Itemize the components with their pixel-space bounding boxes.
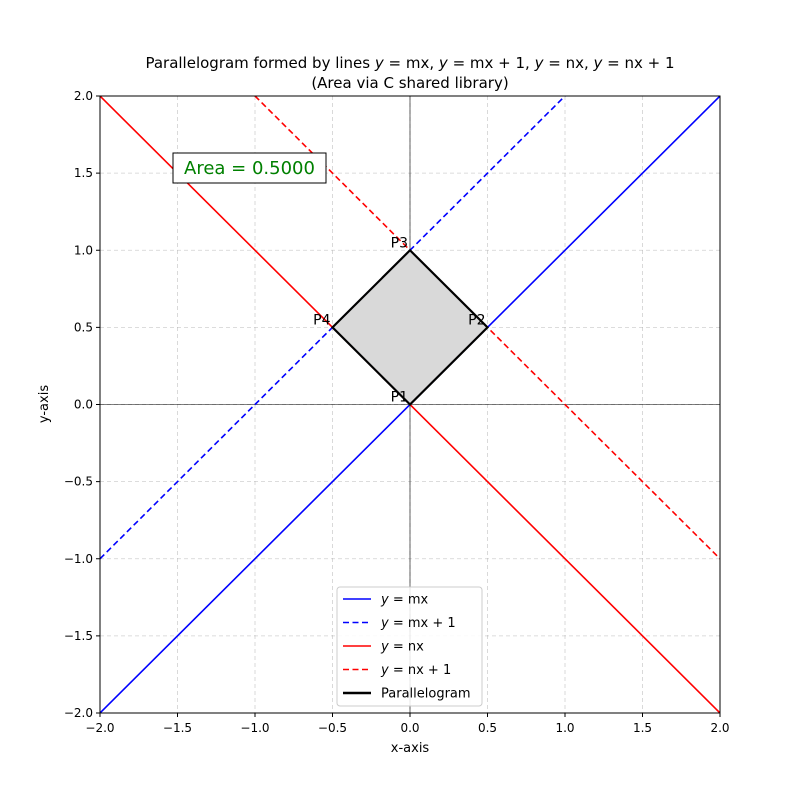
x-tick-label: −0.5: [318, 721, 347, 735]
x-tick-label: 1.5: [633, 721, 652, 735]
y-tick-label: 1.0: [74, 243, 93, 257]
y-axis-ticks: −2.0 −1.5 −1.0 −0.5 0.0 0.5 1.0 1.5 2.0: [64, 89, 100, 720]
chart-title-line-1: Parallelogram formed by lines y = mx, y …: [145, 54, 674, 72]
x-tick-label: 1.0: [555, 721, 574, 735]
x-tick-label: 2.0: [710, 721, 729, 735]
chart-title: Parallelogram formed by lines y = mx, y …: [145, 54, 674, 92]
y-tick-label: −1.5: [64, 629, 93, 643]
y-axis-label: y-axis: [37, 385, 52, 423]
y-tick-label: 0.0: [74, 398, 93, 412]
legend-label-5: Parallelogram: [381, 687, 471, 702]
vertex-label-p4: P4: [313, 312, 330, 328]
parallelogram-layer: [330, 248, 490, 407]
y-tick-label: 0.5: [74, 320, 93, 334]
x-axis-ticks: −2.0 −1.5 −1.0 −0.5 0.0 0.5 1.0 1.5 2.0: [85, 713, 730, 735]
legend-label-1: y = mx: [380, 593, 429, 608]
vertex-label-p1: P1: [391, 390, 408, 406]
x-tick-label: −2.0: [85, 721, 114, 735]
y-tick-label: −0.5: [64, 475, 93, 489]
area-annotation: Area = 0.5000: [172, 152, 327, 184]
x-tick-label: −1.5: [163, 721, 192, 735]
legend-box: [336, 586, 483, 707]
chart-title-line-2: (Area via C shared library): [311, 74, 508, 92]
vertex-labels: P1 P2 P3 P4: [313, 235, 485, 405]
vertex-label-p3: P3: [391, 235, 408, 251]
y-tick-label: 2.0: [74, 89, 93, 103]
vertex-label-p2: P2: [468, 312, 485, 328]
legend-label-4: y = nx + 1: [380, 663, 451, 678]
legend: y = mx y = mx + 1 y = nx y = nx + 1 Parallel…: [336, 586, 483, 707]
legend-label-2: y = mx + 1: [380, 616, 456, 631]
y-tick-label: 1.5: [74, 166, 93, 180]
x-axis-label: x-axis: [391, 741, 430, 756]
y-tick-label: −1.0: [64, 552, 93, 566]
legend-entries: y = mx y = mx + 1 y = nx y = nx + 1 Parallel…: [343, 593, 471, 702]
area-annotation-text: Area = 0.5000: [184, 158, 315, 179]
area-annotation-box: [172, 152, 327, 184]
x-tick-label: 0.5: [478, 721, 497, 735]
parallelogram-shape: [330, 248, 490, 407]
legend-label-3: y = nx: [380, 640, 424, 655]
x-tick-label: 0.0: [400, 721, 419, 735]
y-tick-label: −2.0: [64, 706, 93, 720]
x-tick-label: −1.0: [240, 721, 269, 735]
